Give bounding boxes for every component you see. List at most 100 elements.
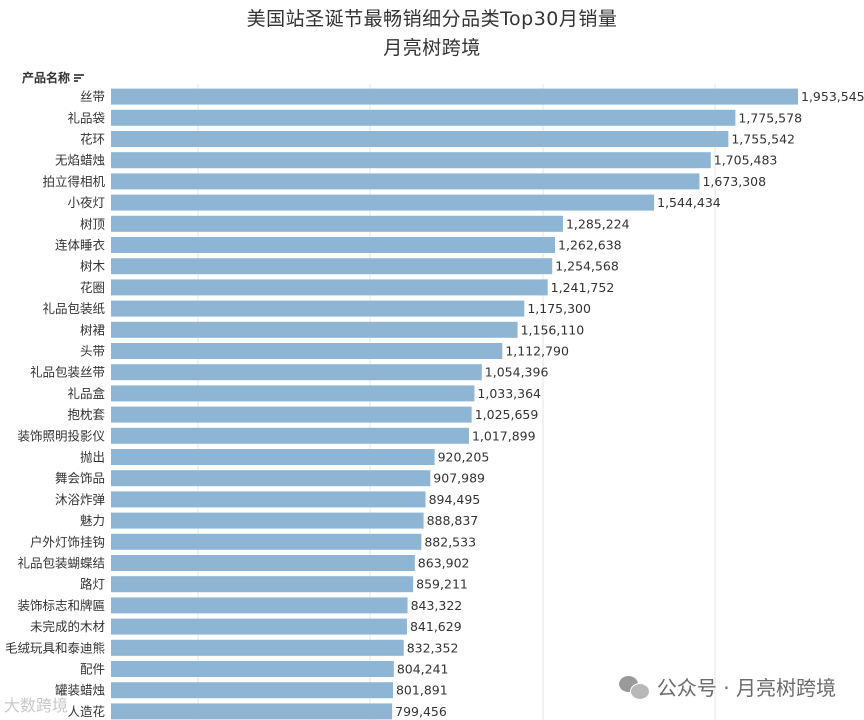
bar[interactable] (111, 682, 393, 699)
category-label: 树木 (80, 259, 106, 274)
category-label: 小夜灯 (67, 195, 105, 210)
bar[interactable] (111, 661, 394, 677)
value-label: 1,544,434 (657, 195, 721, 210)
bar[interactable] (111, 427, 469, 444)
category-label: 无焰蜡烛 (55, 153, 106, 168)
category-label: 舞会饰品 (55, 471, 105, 486)
category-label: 户外灯饰挂钩 (30, 534, 105, 549)
value-label: 920,205 (438, 450, 490, 465)
bar[interactable] (111, 618, 407, 635)
category-label: 人造花 (67, 704, 105, 719)
bar[interactable] (111, 385, 475, 402)
bar[interactable] (111, 597, 408, 614)
value-label: 1,025,659 (475, 407, 539, 422)
value-label: 1,285,224 (566, 216, 630, 231)
category-label: 礼品包装蝴蝶结 (17, 556, 105, 571)
category-label: 装饰标志和牌匾 (17, 598, 105, 613)
bar[interactable] (111, 237, 556, 253)
category-label: 抛出 (80, 450, 105, 465)
value-label: 1,017,899 (472, 428, 536, 443)
bar[interactable] (111, 173, 700, 190)
value-label: 1,262,638 (558, 238, 622, 253)
category-label: 抱枕套 (67, 407, 105, 422)
value-label: 1,175,300 (527, 301, 591, 316)
category-header-label: 产品名称 (22, 71, 71, 85)
category-label: 树裙 (80, 322, 106, 337)
bar[interactable] (111, 364, 482, 381)
category-label: 树顶 (80, 216, 106, 231)
bar[interactable] (111, 131, 729, 147)
bar[interactable] (111, 406, 472, 423)
bar[interactable] (111, 215, 563, 232)
bar[interactable] (111, 449, 435, 465)
category-column-header[interactable]: 产品名称 (22, 69, 85, 86)
category-label: 毛绒玩具和泰迪熊 (5, 640, 105, 655)
bar[interactable] (111, 555, 415, 571)
bar[interactable] (111, 321, 518, 338)
value-label: 907,989 (433, 471, 485, 486)
value-label: 1,775,578 (738, 110, 802, 125)
category-label: 礼品盒 (67, 386, 105, 401)
category-label: 沐浴炸弹 (55, 492, 105, 507)
category-label: 配件 (80, 662, 105, 677)
watermark: 公众号 · 月亮树跨境 (618, 672, 836, 701)
bar[interactable] (111, 258, 553, 275)
bar[interactable] (111, 88, 798, 105)
value-label: 1,673,308 (702, 174, 766, 189)
chart-subtitle: 月亮树跨境 (383, 37, 481, 59)
bar[interactable] (111, 703, 393, 720)
value-label: 1,112,790 (505, 344, 569, 359)
category-label: 丝带 (80, 89, 105, 104)
bar[interactable] (111, 300, 525, 317)
value-label: 1,953,545 (801, 89, 864, 104)
category-label: 头带 (80, 344, 105, 359)
bar[interactable] (111, 512, 424, 529)
value-label: 832,352 (407, 640, 459, 655)
value-label: 1,755,542 (731, 132, 795, 147)
category-label: 拍立得相机 (42, 174, 105, 189)
category-label: 礼品袋 (67, 110, 105, 125)
bar[interactable] (111, 194, 655, 211)
sort-descending-icon[interactable] (74, 73, 85, 82)
category-label: 花环 (80, 132, 105, 147)
bar[interactable] (111, 279, 548, 296)
value-label: 799,456 (395, 704, 447, 719)
bar[interactable] (111, 470, 431, 487)
value-label: 1,241,752 (551, 280, 615, 295)
value-label: 859,211 (416, 577, 468, 592)
watermark-text: 公众号 · 月亮树跨境 (656, 676, 836, 700)
bar[interactable] (111, 639, 404, 656)
category-label: 路灯 (80, 577, 105, 592)
bar[interactable] (111, 152, 711, 169)
category-label: 装饰照明投影仪 (17, 428, 105, 443)
value-label: 1,254,568 (555, 259, 619, 274)
corner-watermark: 大数跨境 (4, 696, 69, 715)
bar[interactable] (111, 343, 503, 359)
chart-title: 美国站圣诞节最畅销细分品类Top30月销量 (246, 8, 618, 30)
value-label: 882,533 (424, 534, 476, 549)
category-label: 未完成的木材 (30, 619, 105, 634)
wechat-icon (618, 674, 650, 700)
category-label: 礼品包装丝带 (30, 365, 105, 380)
value-label: 1,054,396 (485, 365, 549, 380)
value-label: 804,241 (397, 662, 449, 677)
value-label: 843,322 (411, 598, 463, 613)
value-label: 801,891 (396, 683, 448, 698)
bar[interactable] (111, 491, 426, 508)
value-label: 1,705,483 (714, 153, 778, 168)
value-label: 863,902 (418, 556, 470, 571)
bar[interactable] (111, 109, 736, 126)
bar[interactable] (111, 576, 414, 593)
value-label: 894,495 (429, 492, 481, 507)
category-label: 花圈 (80, 280, 105, 295)
value-label: 1,033,364 (477, 386, 541, 401)
category-label: 魅力 (80, 513, 105, 528)
category-label: 礼品包装纸 (42, 301, 105, 316)
value-label: 888,837 (427, 513, 479, 528)
bar[interactable] (111, 533, 422, 550)
value-label: 841,629 (410, 619, 462, 634)
category-label: 连体睡衣 (55, 238, 106, 253)
category-label: 罐装蜡烛 (55, 683, 106, 698)
value-label: 1,156,110 (521, 322, 585, 337)
